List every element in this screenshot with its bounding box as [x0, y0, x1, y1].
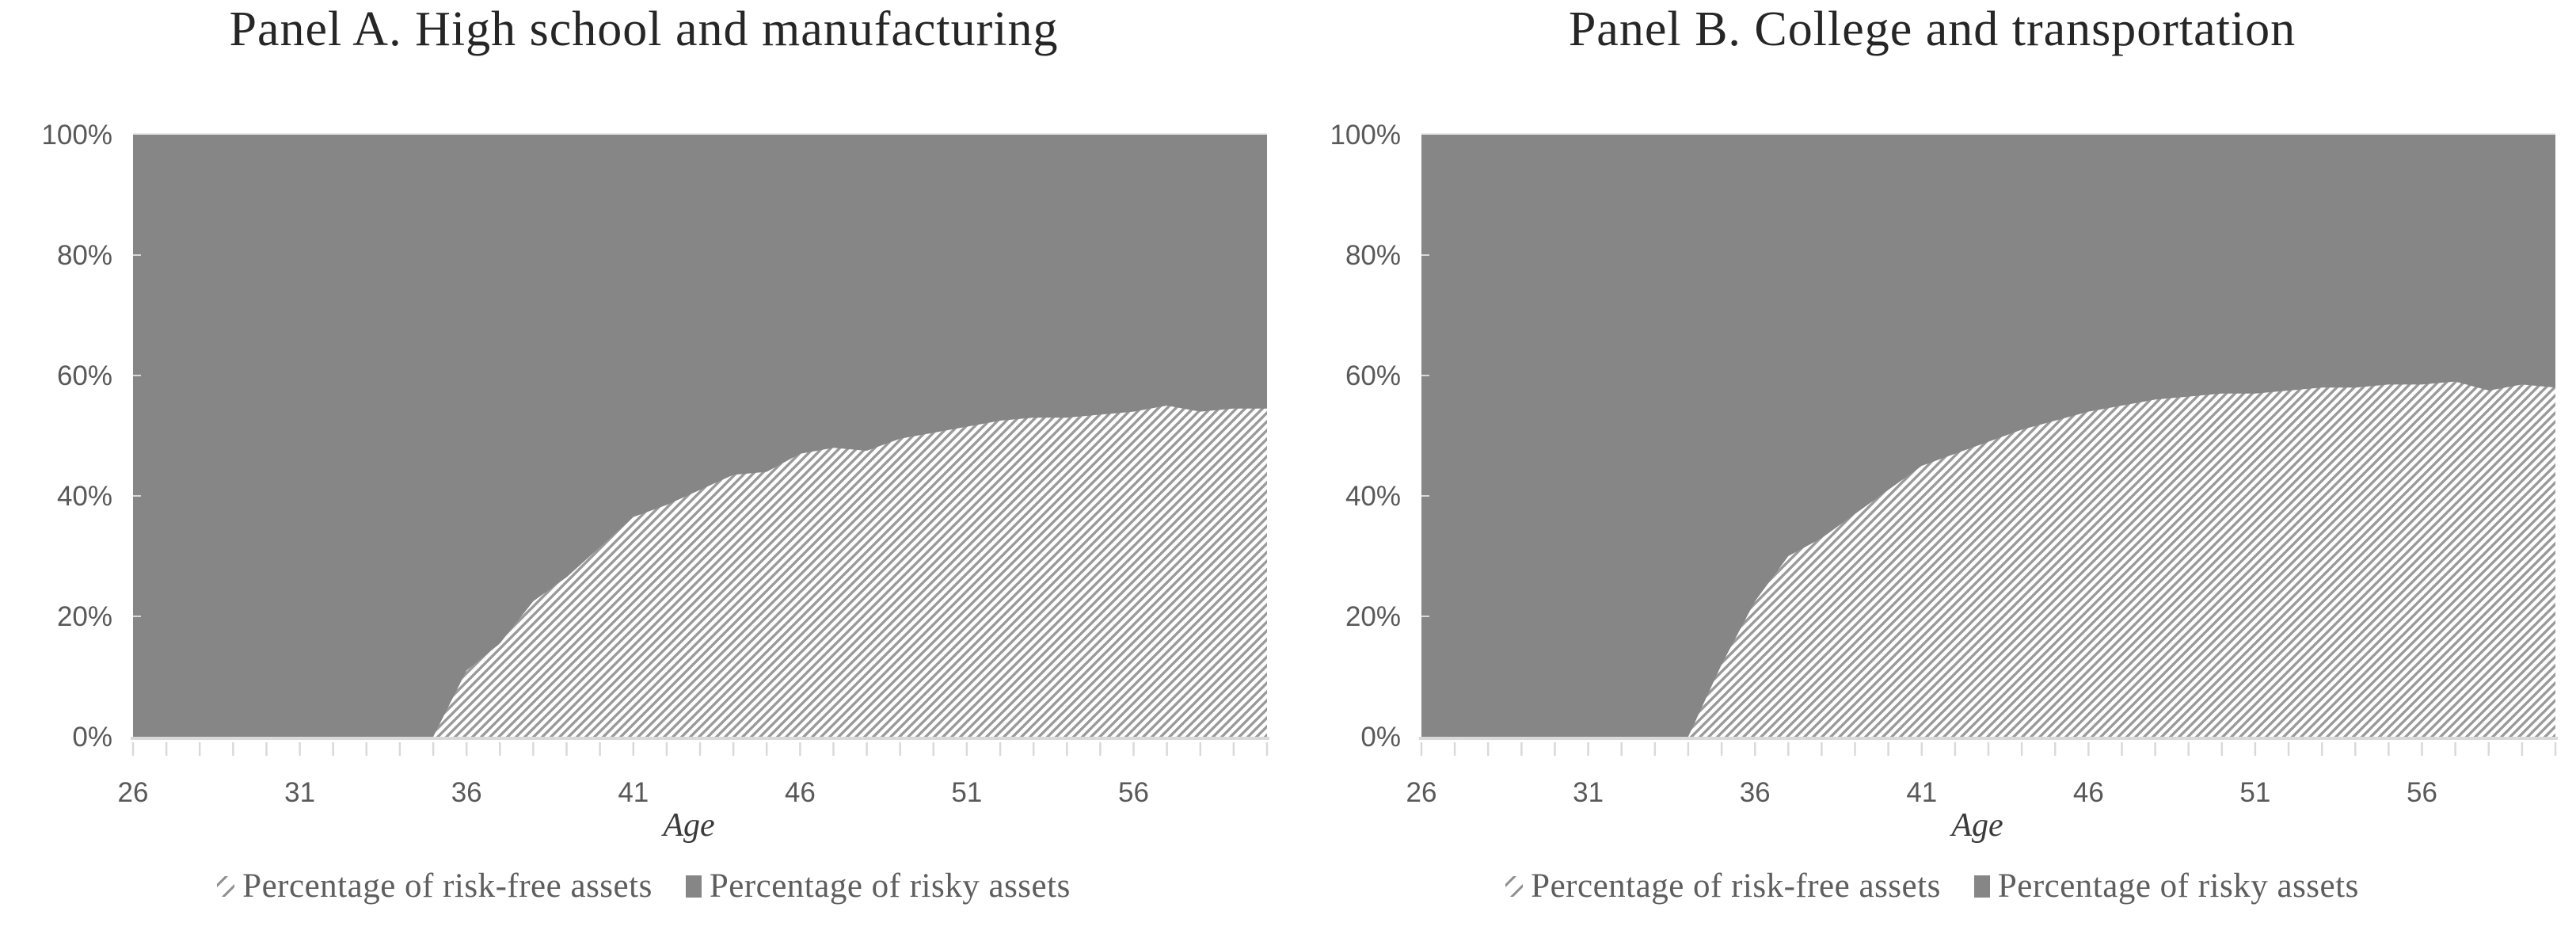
- svg-text:100%: 100%: [1330, 120, 1401, 151]
- svg-text:41: 41: [618, 777, 649, 808]
- legend-label-risky: Percentage of risky assets: [709, 867, 1071, 905]
- svg-text:56: 56: [1118, 777, 1149, 808]
- svg-text:26: 26: [118, 777, 149, 808]
- panel-a-title: Panel A. High school and manufacturing: [229, 2, 1059, 56]
- panel-b: Panel B. College and transportation 0% 20…: [1288, 0, 2576, 934]
- legend-label-risk-free: Percentage of risk-free assets: [242, 867, 653, 905]
- svg-text:51: 51: [2239, 777, 2270, 808]
- svg-text:31: 31: [1573, 777, 1604, 808]
- svg-text:26: 26: [1406, 777, 1437, 808]
- svg-text:51: 51: [951, 777, 982, 808]
- svg-text:46: 46: [785, 777, 816, 808]
- svg-text:46: 46: [2073, 777, 2104, 808]
- panel-b-x-axis-title: Age: [1951, 807, 2003, 844]
- legend-item-risky: Percentage of risky assets: [1973, 867, 2359, 905]
- svg-text:0%: 0%: [72, 722, 112, 753]
- svg-text:20%: 20%: [1345, 601, 1401, 632]
- legend-item-risky: Percentage of risky assets: [685, 867, 1071, 905]
- panel-a: Panel A. High school and manufacturing 0…: [0, 2, 1288, 905]
- svg-text:41: 41: [1906, 777, 1937, 808]
- hatch-swatch-icon: [217, 875, 235, 897]
- svg-text:0%: 0%: [1360, 722, 1401, 753]
- svg-text:36: 36: [451, 777, 482, 808]
- svg-text:56: 56: [2407, 777, 2437, 808]
- svg-text:100%: 100%: [41, 120, 112, 151]
- svg-text:40%: 40%: [1345, 481, 1401, 512]
- legend-item-risk-free: Percentage of risk-free assets: [1505, 867, 1941, 905]
- gray-swatch-icon: [1973, 875, 1990, 898]
- svg-text:80%: 80%: [1345, 240, 1401, 271]
- panel-a-x-axis-title: Age: [663, 807, 715, 844]
- panel-a-legend: Percentage of risk-free assets Percentag…: [0, 867, 1288, 905]
- hatch-swatch-icon: [1505, 875, 1524, 897]
- legend-item-risk-free: Percentage of risk-free assets: [217, 867, 653, 905]
- legend-label-risk-free: Percentage of risk-free assets: [1531, 867, 1941, 905]
- svg-text:40%: 40%: [57, 481, 112, 512]
- panel-b-title: Panel B. College and transportation: [1568, 2, 2296, 56]
- legend-label-risky: Percentage of risky assets: [1997, 867, 2359, 905]
- svg-text:80%: 80%: [57, 240, 112, 271]
- svg-text:60%: 60%: [1345, 360, 1401, 391]
- svg-text:31: 31: [284, 777, 315, 808]
- svg-text:36: 36: [1740, 777, 1771, 808]
- gray-swatch-icon: [685, 875, 702, 898]
- panel-b-legend: Percentage of risk-free assets Percentag…: [1288, 867, 2576, 905]
- panel-b-chart: 0% 20% 40% 60% 80% 100% 26 31 36 41 46 51 56: [1330, 120, 2558, 808]
- svg-text:20%: 20%: [57, 601, 112, 632]
- panel-a-chart: 0% 20% 40% 60% 80% 100% 26 31 36 41 46 51 56: [41, 120, 1269, 808]
- svg-text:60%: 60%: [57, 360, 112, 391]
